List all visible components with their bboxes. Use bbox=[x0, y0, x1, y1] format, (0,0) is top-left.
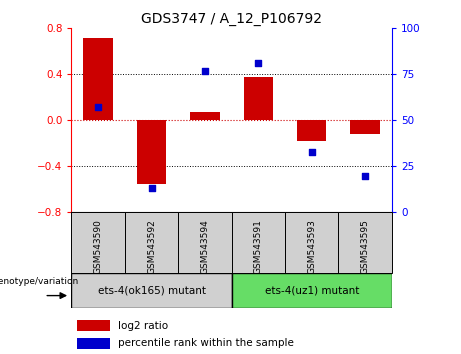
Bar bbox=[137, 120, 166, 184]
Point bbox=[308, 149, 315, 154]
FancyBboxPatch shape bbox=[178, 212, 231, 273]
Text: genotype/variation: genotype/variation bbox=[0, 277, 79, 286]
Text: ets-4(ok165) mutant: ets-4(ok165) mutant bbox=[98, 285, 206, 295]
Bar bbox=[297, 120, 326, 141]
Point bbox=[254, 61, 262, 66]
FancyBboxPatch shape bbox=[71, 273, 231, 308]
Point bbox=[148, 185, 155, 191]
Text: GSM543590: GSM543590 bbox=[94, 219, 103, 274]
Bar bbox=[350, 120, 380, 134]
FancyBboxPatch shape bbox=[285, 212, 338, 273]
Text: GSM543595: GSM543595 bbox=[361, 219, 370, 274]
Point bbox=[361, 173, 369, 178]
FancyBboxPatch shape bbox=[71, 212, 125, 273]
Bar bbox=[77, 338, 110, 349]
Bar bbox=[83, 38, 113, 120]
FancyBboxPatch shape bbox=[231, 212, 285, 273]
Text: log2 ratio: log2 ratio bbox=[118, 321, 168, 331]
FancyBboxPatch shape bbox=[231, 273, 392, 308]
FancyBboxPatch shape bbox=[125, 212, 178, 273]
FancyBboxPatch shape bbox=[338, 212, 392, 273]
Title: GDS3747 / A_12_P106792: GDS3747 / A_12_P106792 bbox=[141, 12, 322, 26]
Point bbox=[201, 68, 209, 74]
Text: GSM543591: GSM543591 bbox=[254, 219, 263, 274]
Bar bbox=[190, 112, 219, 120]
Text: GSM543594: GSM543594 bbox=[201, 219, 209, 274]
Bar bbox=[77, 320, 110, 331]
Text: GSM543593: GSM543593 bbox=[307, 219, 316, 274]
Text: GSM543592: GSM543592 bbox=[147, 219, 156, 274]
Text: percentile rank within the sample: percentile rank within the sample bbox=[118, 338, 294, 348]
Text: ets-4(uz1) mutant: ets-4(uz1) mutant bbox=[265, 285, 359, 295]
Bar bbox=[244, 77, 273, 120]
Point bbox=[95, 105, 102, 110]
